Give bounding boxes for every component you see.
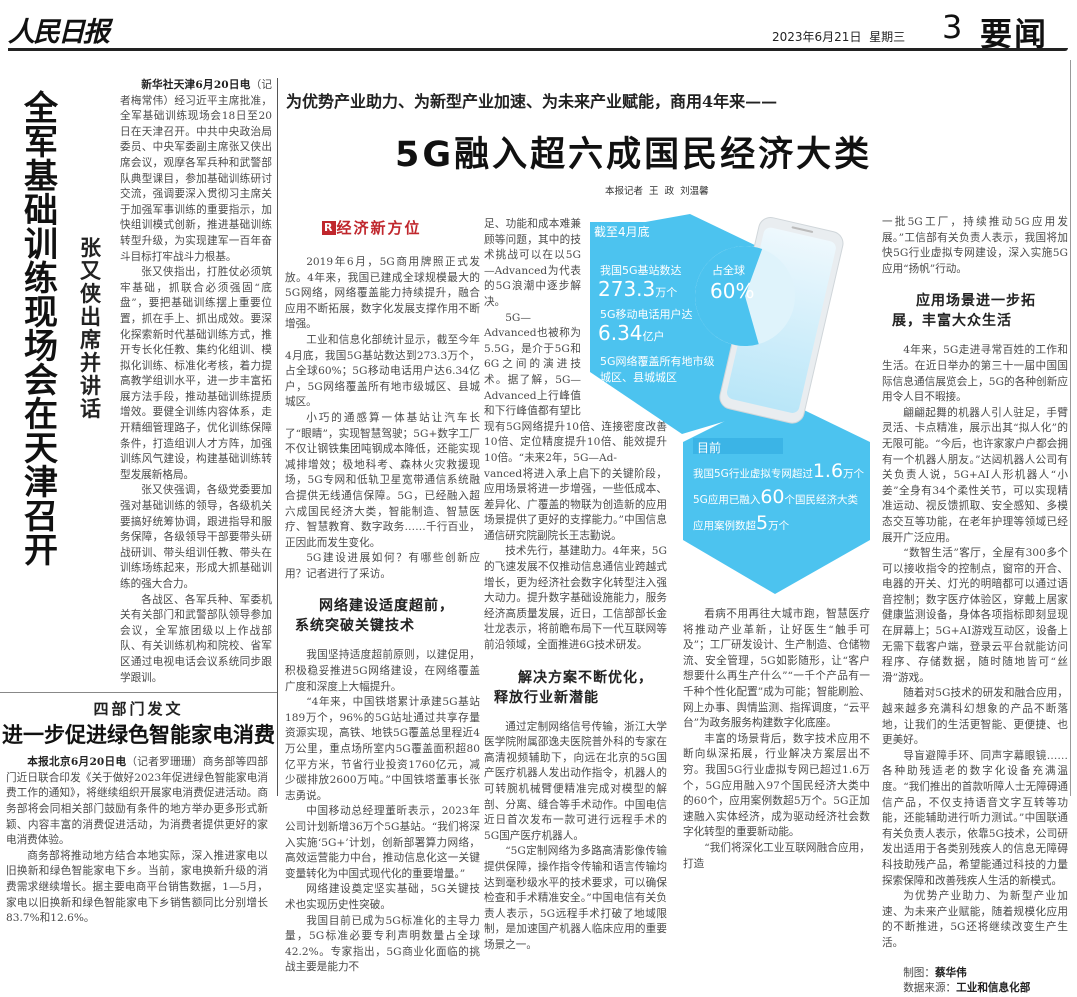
subhead-network: 网络建设适度超前， 系统突破关键技术 <box>295 598 454 635</box>
subhead-applications: 应用场景进一步拓 展，丰富大众生活 <box>892 293 1036 330</box>
dateline: 本报北京6月20日电 <box>27 756 127 769</box>
column-r-icon: R <box>322 221 337 235</box>
main-column-1: R 经济新方位 2019年6月，5G商用牌照正式发放。4年来，我国已建成全球规模最… <box>285 219 480 974</box>
pie-slice-global-share <box>694 245 763 346</box>
left-story-body: 新华社天津6月20日电（记者梅常伟）经习近平主席批准，全军基础训练现场会18日至… <box>120 79 272 684</box>
main-column-3: 看病不用再往大城市跑，智慧医疗将推动产业革新，让好医生“触手可及”；工厂研发设计… <box>683 608 870 870</box>
info-line-private-networks: 我国5G行业虚拟专网超过1.6万个 <box>693 460 865 482</box>
left-story-subhead: 张又侠出席并讲话 <box>80 235 101 421</box>
info-line-use-cases: 应用案例数超5万个 <box>693 512 790 534</box>
main-column-4: 一批5G工厂，持续推动5G应用发展。”工信部有关负责人表示，我国将加快5G行业虚… <box>882 216 1068 995</box>
column-divider <box>277 78 278 796</box>
info-line-economic-categories: 5G应用已融入60个国民经济大类 <box>693 486 859 508</box>
bottom-left-story: 四部门发文 进一步促进绿色智能家电消费 本报北京6月20日电（记者罗珊珊）商务部… <box>0 699 277 927</box>
bottom-hexagon <box>683 396 870 594</box>
pie-chart-background <box>695 246 795 346</box>
bottom-story-kicker: 四部门发文 <box>93 700 184 719</box>
dateline: 新华社天津6月20日电 <box>141 79 251 91</box>
phone-icon <box>719 217 844 424</box>
infographic-wrap-spacer <box>581 217 667 417</box>
main-story-headline: 5G融入超六成国民经济大类 <box>395 135 873 175</box>
bottom-story-body: 本报北京6月20日电（记者罗珊珊）商务部等四部门近日联合印发《关于做好2023年… <box>6 756 269 925</box>
masthead: 人民日报 2023年6月21日 星期三 3 要闻 <box>0 0 1077 55</box>
left-story: 全军基础训练现场会在天津召开 张又侠出席并讲话 新华社天津6月20日电（记者梅常… <box>0 78 277 686</box>
info-pie-label: 占全球 <box>712 264 745 277</box>
info-pie-value: 60% <box>710 279 755 303</box>
section-divider <box>0 692 277 694</box>
bottom-label-bar <box>693 438 783 454</box>
bottom-story-headline: 进一步促进绿色智能家电消费 <box>2 723 275 748</box>
masthead-rule <box>8 48 1068 51</box>
main-story-byline: 本报记者 王 政 刘温馨 <box>605 186 709 197</box>
left-story-headline: 全军基础训练现场会在天津召开 <box>24 89 58 571</box>
info-bottom-label: 目前 <box>697 441 722 455</box>
issue-date: 2023年6月21日 星期三 <box>772 30 906 44</box>
left-column: 全军基础训练现场会在天津召开 张又侠出席并讲话 新华社天津6月20日电（记者梅常… <box>0 78 277 927</box>
graphic-credit: 蔡华伟 <box>934 966 967 979</box>
data-source: 工业和信息化部 <box>956 982 1031 995</box>
page-number: 3 <box>942 8 963 46</box>
column-label: R 经济新方位 <box>322 219 422 237</box>
right-border <box>1070 60 1071 796</box>
subhead-solutions: 解决方案不断优化， 释放行业新潜能 <box>494 669 653 706</box>
main-story-kicker: 为优势产业助力、为新型产业加速、为未来产业赋能，商用4年来—— <box>286 92 778 111</box>
newspaper-logo: 人民日报 <box>8 17 110 48</box>
page-section: 要闻 <box>980 15 1049 53</box>
main-column-2: 足、功能和成本难兼顾等问题，其中的技术挑战可以在以5G—Advanced为代表的… <box>484 217 667 951</box>
